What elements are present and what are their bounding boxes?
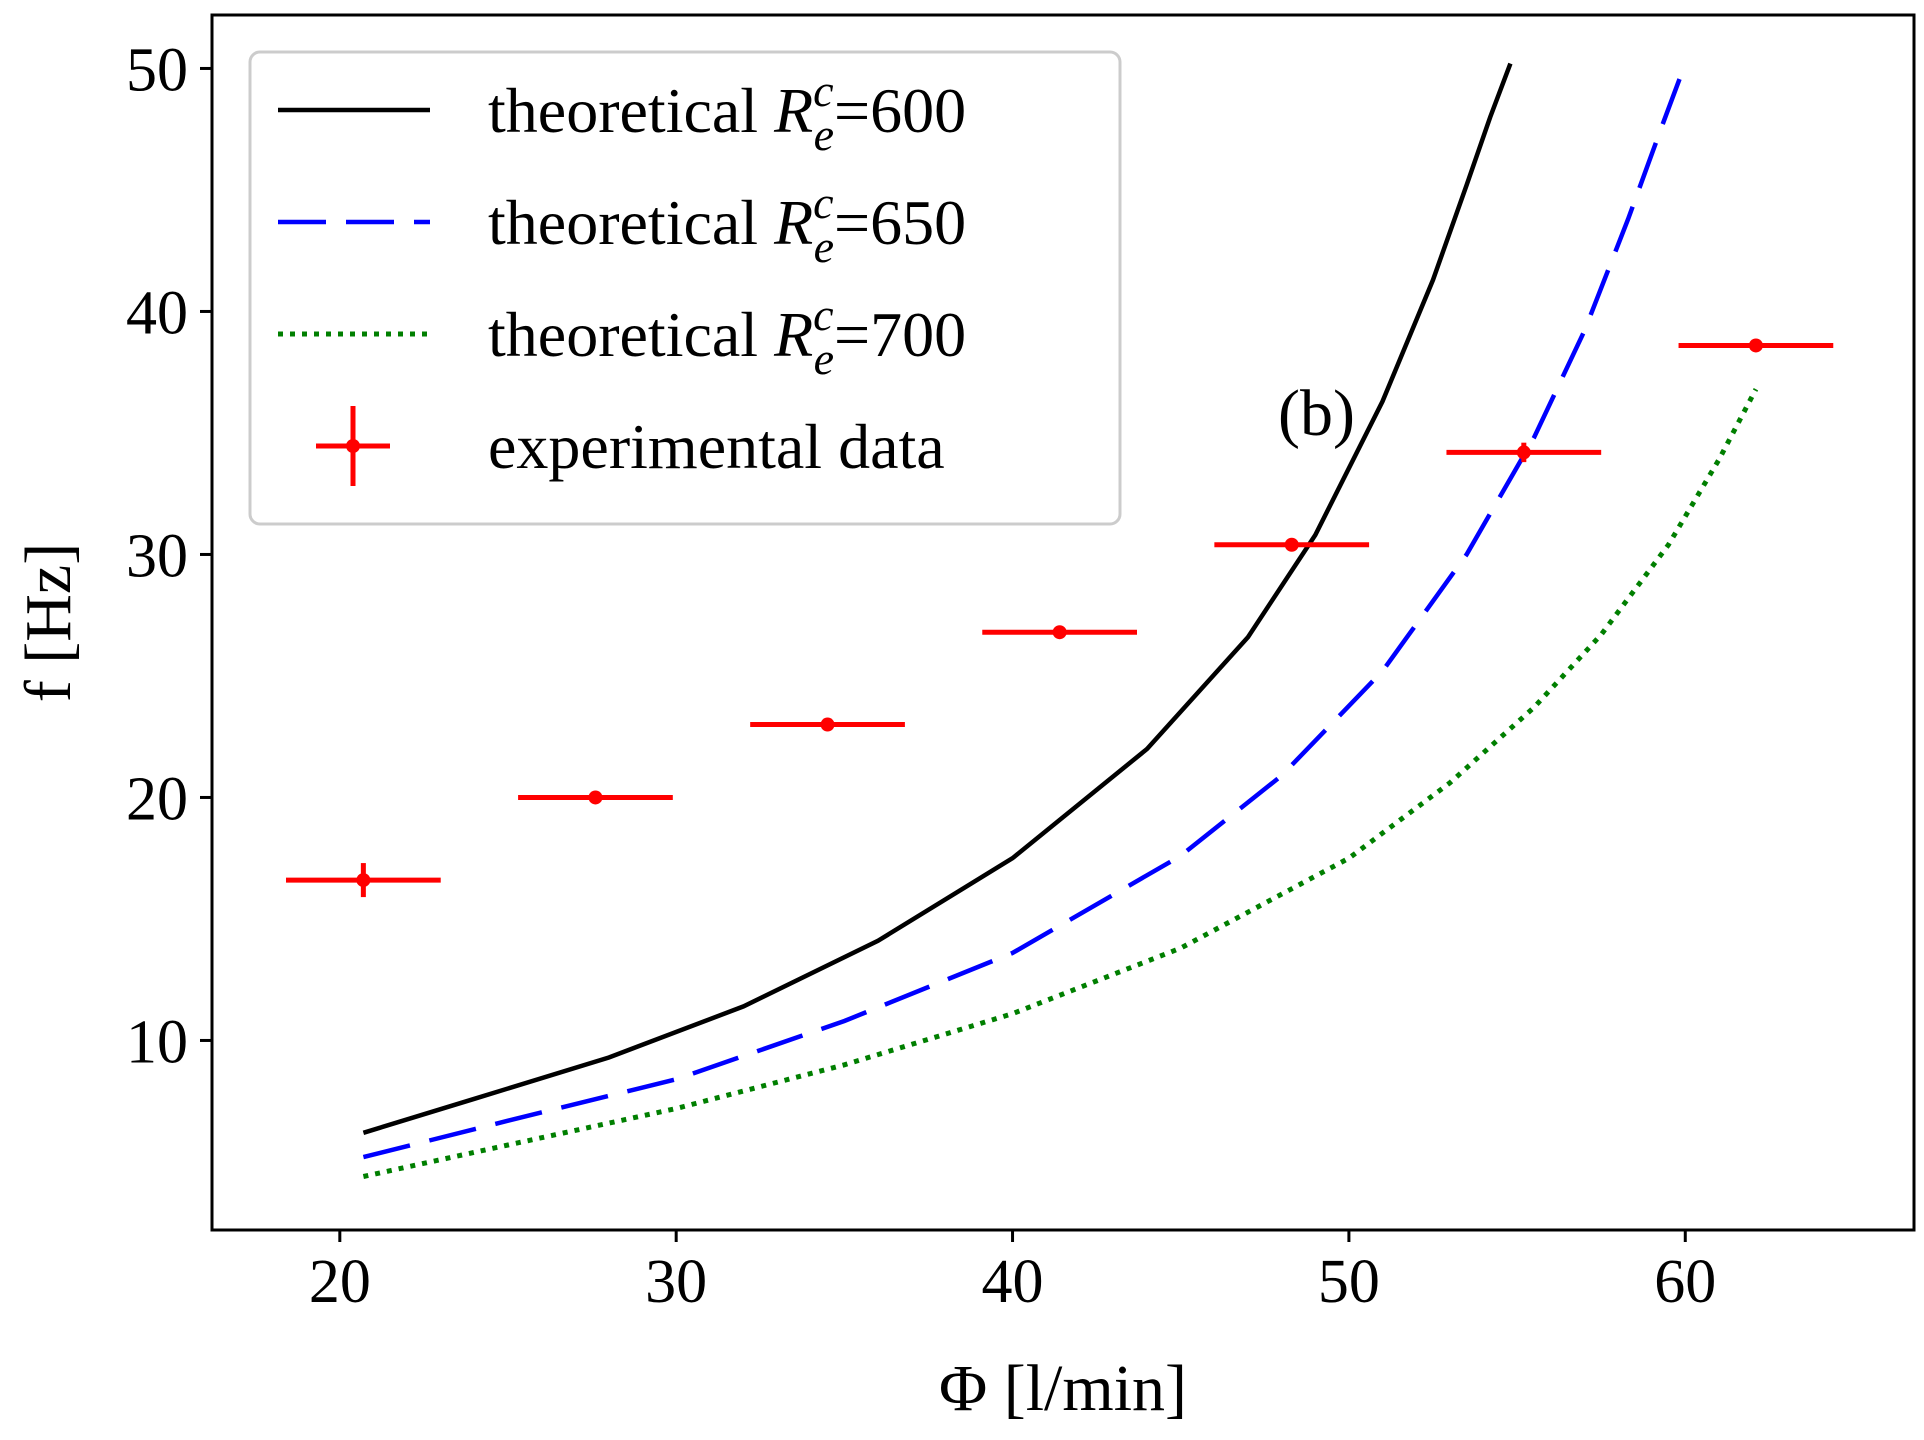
tick-layer: 20 30 40 50 60 10 20 30 40 50 [126, 36, 1716, 1316]
data-point-5 [1214, 537, 1370, 552]
data-point-4 [982, 625, 1137, 640]
legend-item-4: experimental data [316, 406, 945, 486]
data-point-3 [750, 717, 905, 732]
x-tick-label: 40 [982, 1248, 1044, 1316]
data-point-6 [1446, 442, 1602, 463]
x-tick-label: 20 [309, 1248, 371, 1316]
x-axis-label: Φ [l/min] [939, 1352, 1187, 1425]
legend-items: theoretical Rc e=600 theoretical Rc e=650 th… [278, 65, 966, 486]
legend-label: theoretical Rc e=650 [488, 177, 966, 272]
legend-label: theoretical Rc e=600 [488, 65, 966, 160]
data-point-1 [286, 863, 441, 898]
y-tick-label: 30 [126, 522, 188, 590]
x-tick-label: 30 [645, 1248, 707, 1316]
panel-label: (b) [1278, 377, 1355, 450]
y-tick-label: 20 [126, 765, 188, 833]
series-line-2 [362, 62, 1688, 1160]
y-tick-label: 40 [126, 279, 188, 347]
series-line-1 [362, 62, 1513, 1135]
y-tick-label: 50 [126, 36, 188, 104]
legend-label: experimental data [488, 411, 945, 482]
data-marker [1748, 338, 1763, 353]
legend: theoretical Rc e=600 theoretical Rc e=650 th… [248, 50, 1122, 526]
legend-item-1: theoretical Rc e=600 [278, 65, 966, 160]
data-marker [588, 790, 603, 805]
data-point-2 [518, 790, 673, 805]
legend-label: theoretical Rc e=700 [488, 289, 966, 384]
legend-swatch-dot [346, 439, 360, 453]
x-tick-label: 60 [1654, 1248, 1716, 1316]
x-tick-label: 50 [1318, 1248, 1380, 1316]
data-point-7 [1678, 338, 1834, 353]
y-tick-label: 10 [126, 1008, 188, 1076]
data-marker [1052, 625, 1067, 640]
legend-item-2: theoretical Rc e=650 [278, 177, 966, 272]
data-marker [1284, 537, 1299, 552]
legend-item-3: theoretical Rc e=700 [278, 289, 966, 384]
data-marker [1516, 445, 1531, 460]
series-layer [362, 62, 1759, 1179]
data-marker [820, 717, 835, 732]
data-marker [356, 873, 371, 888]
y-axis-label: f [Hz] [12, 543, 85, 702]
legend-box [248, 50, 1122, 526]
plot-frame [210, 13, 1916, 1232]
series-line-3 [362, 388, 1759, 1179]
errorbar-layer [286, 338, 1834, 898]
